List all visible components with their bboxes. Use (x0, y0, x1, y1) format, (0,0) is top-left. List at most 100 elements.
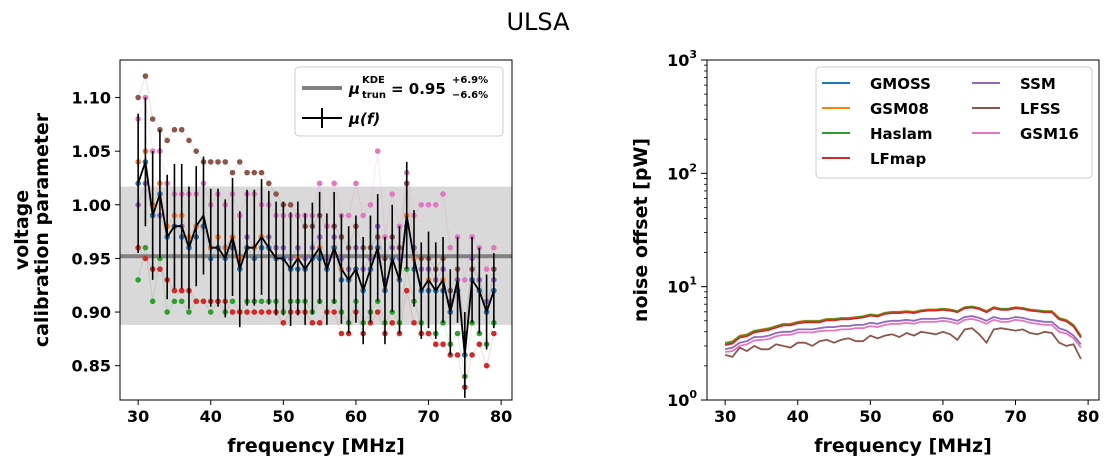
right-y-tick-base: 10 (667, 164, 689, 183)
right-legend-label: GSM08 (870, 100, 929, 118)
legend-kde-label: μ (348, 80, 360, 98)
model-series-point (251, 169, 258, 176)
model-series-point (135, 94, 141, 101)
right-y-tick-label: 100 (667, 388, 697, 410)
model-series-point (266, 180, 272, 187)
model-series-point (273, 191, 279, 197)
model-series-point (207, 309, 214, 315)
model-series-point (149, 298, 156, 305)
model-series-point (367, 201, 374, 208)
right-legend-label: GMOSS (870, 75, 931, 93)
left-y-tick-label: 0.95 (72, 249, 111, 268)
right-legend: GMOSS GSM08 Haslam LFmap SSM LFSS GSM16 (815, 66, 1093, 179)
model-series-point (447, 244, 454, 251)
model-series-point (447, 352, 454, 358)
legend-kde-upper: +6.9% (452, 75, 488, 86)
model-series-point (229, 298, 236, 305)
noise-series-line (724, 317, 1082, 353)
right-plot-frame (706, 59, 1100, 401)
model-series-point (425, 330, 432, 337)
model-series-point (280, 319, 287, 326)
kde-band-layer (120, 186, 512, 325)
model-series-point (389, 191, 396, 197)
model-series-point (193, 148, 200, 154)
model-series-point (186, 137, 192, 144)
right-legend-label: SSM (1020, 75, 1056, 93)
model-series-point (266, 309, 272, 315)
model-series-point (258, 169, 265, 176)
model-series-point (178, 298, 185, 305)
model-series-point (454, 330, 461, 337)
model-series-point (469, 352, 475, 358)
right-x-tick-label: 80 (1077, 407, 1099, 426)
model-series-point (258, 298, 265, 305)
legend-mean-label: μ(f) (348, 110, 380, 128)
model-series-point (418, 201, 425, 208)
model-series-point (287, 201, 294, 208)
right-legend-box (815, 66, 1093, 179)
model-series-point (171, 298, 178, 305)
model-series-point (353, 180, 359, 187)
right-x-tick-label: 30 (714, 407, 736, 426)
model-series-point (135, 277, 141, 283)
right-y-tick-exp: 2 (689, 161, 697, 174)
noise-series-line (724, 327, 1082, 360)
right-y-tick-exp: 0 (689, 388, 697, 401)
right-x-tick-label: 40 (787, 407, 809, 426)
right-legend-label: GSM16 (1020, 125, 1079, 143)
model-series-point (244, 169, 250, 176)
left-x-tick-label: 40 (200, 407, 222, 426)
noise-series-line (724, 306, 1082, 346)
model-series-point (229, 309, 236, 315)
left-x-tick-label: 50 (272, 407, 294, 426)
model-series-point (222, 159, 229, 165)
right-x-tick-label: 70 (1004, 407, 1026, 426)
model-series-point (171, 287, 178, 294)
model-series-point (345, 212, 352, 219)
left-legend-box (294, 66, 504, 137)
model-series-point (229, 169, 236, 176)
legend-kde-value: = 0.95 (391, 80, 446, 98)
model-series-point (476, 341, 483, 348)
legend-kde-sub: trun (362, 90, 386, 101)
mean-errorbar-layer (137, 97, 495, 398)
model-series-point (331, 309, 337, 315)
model-series-point (440, 341, 446, 348)
model-series-point (432, 341, 439, 348)
model-series-point (171, 126, 178, 133)
legend-kde-lower: −6.6% (452, 90, 488, 101)
left-y-axis-label-line2: calibration parameter (31, 112, 53, 347)
model-series-point (374, 309, 381, 315)
left-plot-frame (119, 59, 513, 401)
model-series-point (462, 277, 468, 283)
noise-series-line (724, 315, 1082, 351)
right-y-tick-label: 103 (667, 48, 697, 70)
left-chart: 30 40 50 60 70 80 0.85 0.90 0.95 1.00 1.05 1.10 fre… (11, 59, 513, 457)
model-series-point (200, 298, 207, 305)
model-series-point (178, 287, 185, 294)
left-x-tick-label: 80 (490, 407, 512, 426)
left-x-axis-label: frequency [MHz] (227, 435, 405, 457)
model-series-point (403, 287, 410, 294)
model-series-point (309, 319, 316, 326)
model-series-point (491, 330, 497, 337)
model-series-point (164, 309, 170, 315)
model-series-point (432, 201, 439, 208)
model-series-point (164, 137, 170, 144)
left-y-tick-label: 0.85 (72, 357, 111, 376)
right-y-tick-base: 10 (667, 391, 689, 410)
right-x-tick-label: 60 (932, 407, 954, 426)
model-series-point (207, 159, 214, 165)
model-series-point (186, 309, 192, 315)
model-series-point (360, 212, 366, 219)
right-y-tick-base: 10 (667, 278, 689, 297)
left-y-tick-label: 1.10 (72, 89, 111, 108)
model-series-point (157, 266, 163, 272)
model-series-point (251, 309, 258, 315)
left-x-tick-label: 60 (345, 407, 367, 426)
model-series-point (374, 298, 381, 305)
right-legend-label: LFSS (1020, 100, 1061, 118)
model-series-point (411, 319, 417, 326)
right-x-axis-label: frequency [MHz] (814, 435, 992, 457)
